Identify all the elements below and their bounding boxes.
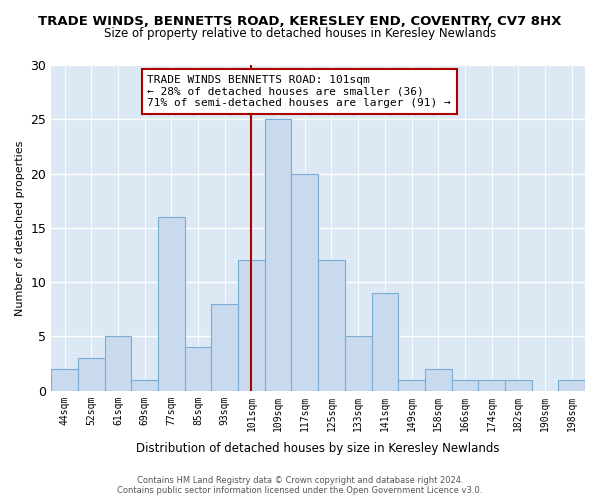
Bar (318, 260, 345, 391)
Bar (505, 380, 532, 391)
Bar (185, 348, 211, 391)
Bar (104, 336, 131, 391)
Text: Size of property relative to detached houses in Keresley Newlands: Size of property relative to detached ho… (104, 28, 496, 40)
Text: Contains HM Land Registry data © Crown copyright and database right 2024.
Contai: Contains HM Land Registry data © Crown c… (118, 476, 482, 495)
Bar (131, 380, 158, 391)
Bar (345, 336, 371, 391)
Bar (292, 174, 318, 391)
Bar (559, 380, 585, 391)
Text: TRADE WINDS, BENNETTS ROAD, KERESLEY END, COVENTRY, CV7 8HX: TRADE WINDS, BENNETTS ROAD, KERESLEY END… (38, 15, 562, 28)
Bar (238, 260, 265, 391)
Bar (211, 304, 238, 391)
Bar (158, 217, 185, 391)
Bar (51, 369, 78, 391)
X-axis label: Distribution of detached houses by size in Keresley Newlands: Distribution of detached houses by size … (136, 442, 500, 455)
Bar (398, 380, 425, 391)
Bar (478, 380, 505, 391)
Bar (78, 358, 104, 391)
Bar (371, 293, 398, 391)
Y-axis label: Number of detached properties: Number of detached properties (15, 140, 25, 316)
Bar (265, 120, 292, 391)
Bar (425, 369, 452, 391)
Text: TRADE WINDS BENNETTS ROAD: 101sqm
← 28% of detached houses are smaller (36)
71% : TRADE WINDS BENNETTS ROAD: 101sqm ← 28% … (148, 75, 451, 108)
Bar (452, 380, 478, 391)
